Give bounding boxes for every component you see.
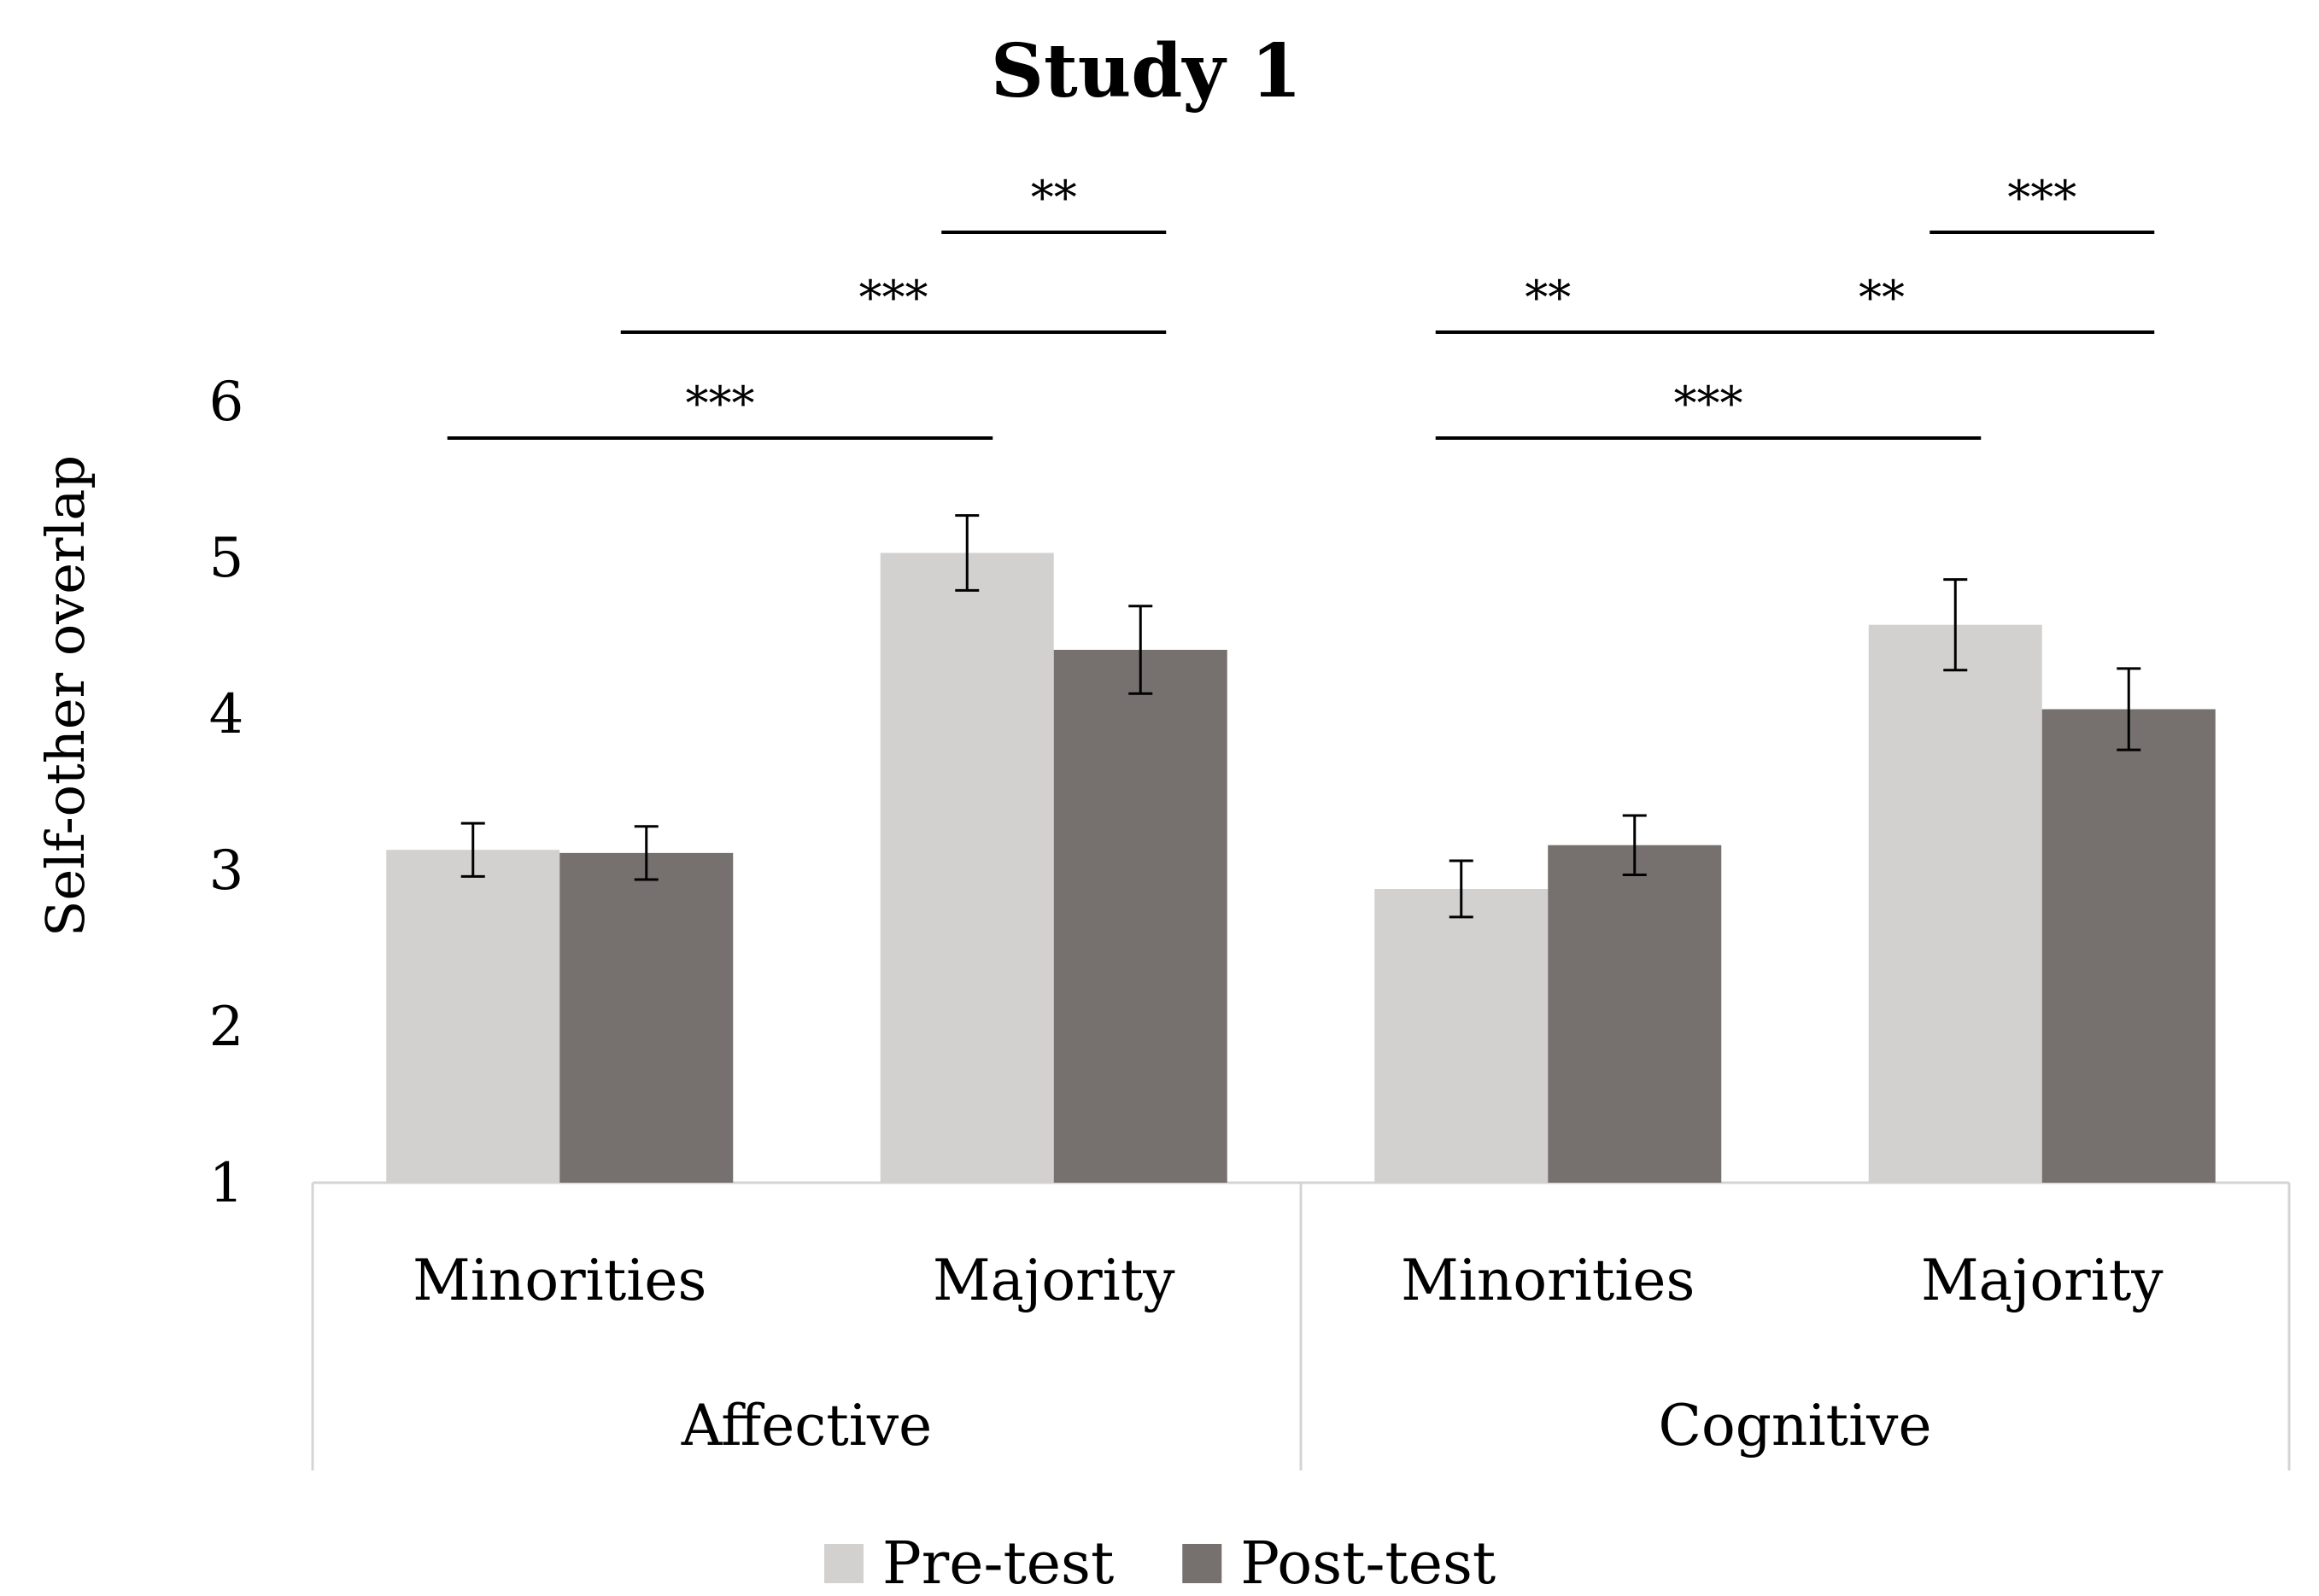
- significance-label: ***: [2007, 171, 2076, 225]
- legend-label: Pre-test: [882, 1530, 1114, 1596]
- y-tick-label: 5: [209, 527, 244, 590]
- group-label: Affective: [681, 1393, 932, 1459]
- significance-label: ***: [686, 377, 755, 430]
- y-tick-label: 2: [209, 996, 244, 1059]
- legend-swatch: [824, 1544, 864, 1583]
- category-label: Majority: [1921, 1248, 2164, 1313]
- significance-label: ***: [1674, 377, 1743, 430]
- legend: Pre-test Post-test: [824, 1530, 1496, 1596]
- legend-swatch: [1182, 1544, 1222, 1583]
- significance-label: **: [1859, 271, 1905, 324]
- pre-test-bar: [386, 850, 560, 1183]
- post-test-bar: [2041, 709, 2216, 1183]
- significance-label: **: [1031, 171, 1077, 225]
- y-tick-label: 4: [209, 683, 244, 746]
- bars: [386, 552, 2216, 1183]
- axes: 1 2 3 4 5 6 Minorities Majority Affective Minorit…: [209, 371, 2291, 1470]
- y-tick-label: 1: [209, 1152, 244, 1215]
- post-test-bar: [1053, 649, 1227, 1183]
- error-bars: [460, 514, 2141, 919]
- category-label: Majority: [933, 1248, 1175, 1313]
- post-test-bar: [1548, 845, 1722, 1183]
- pre-test-bar: [1374, 888, 1549, 1183]
- significance-label: ***: [859, 271, 928, 324]
- y-axis-label: Self-other overlap: [34, 455, 97, 937]
- chart-title: Study 1: [991, 28, 1302, 114]
- pre-test-bar: [1868, 624, 2042, 1183]
- category-label: Minorities: [1401, 1248, 1695, 1313]
- group-label: Cognitive: [1658, 1393, 1931, 1459]
- significance-label: **: [1525, 271, 1571, 324]
- significance-brackets: ******************: [447, 171, 2155, 440]
- pre-test-bar: [880, 552, 1054, 1183]
- y-tick-label: 3: [209, 839, 244, 903]
- legend-label: Post-test: [1240, 1530, 1496, 1596]
- y-tick-label: 6: [209, 371, 244, 434]
- category-label: Minorities: [413, 1248, 706, 1313]
- post-test-bar: [559, 852, 734, 1183]
